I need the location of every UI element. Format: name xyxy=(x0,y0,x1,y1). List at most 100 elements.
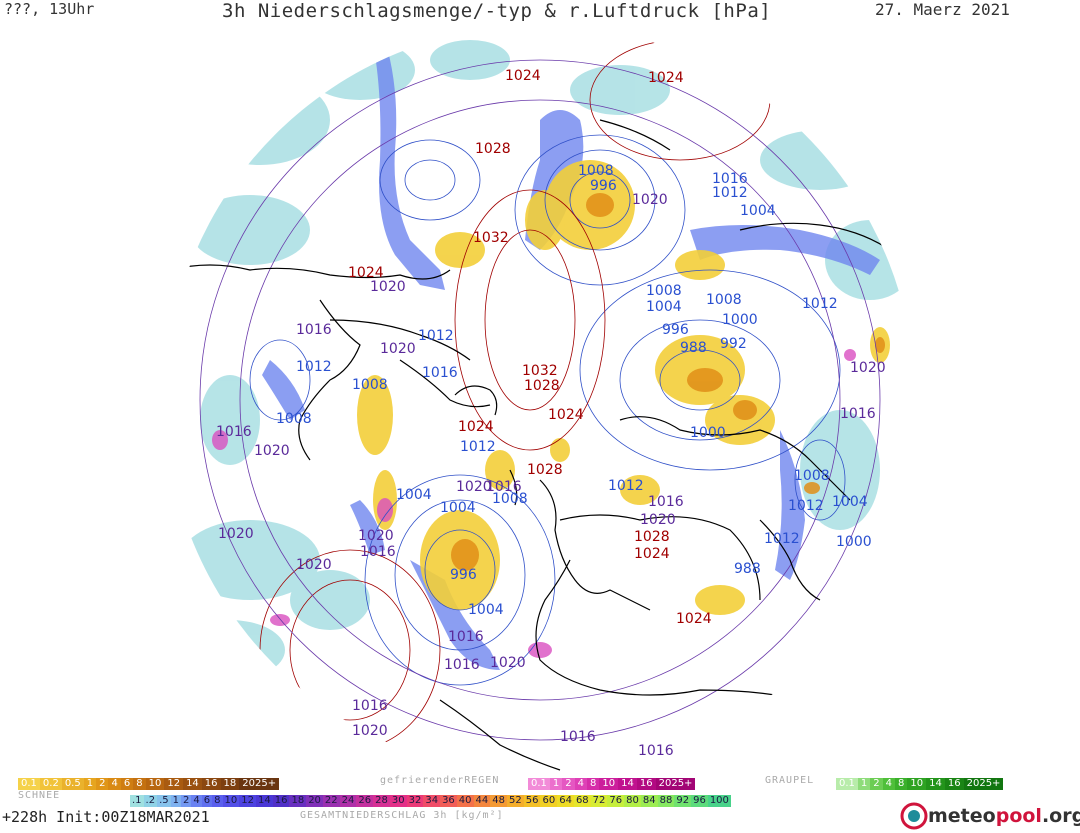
isobar-label: 1016 xyxy=(486,479,522,495)
legend-total-cell: 24 xyxy=(339,795,357,807)
isobar-label: 1016 xyxy=(296,322,332,338)
isobar-label: 1024 xyxy=(634,546,670,562)
legend-total-cell: 1 xyxy=(170,795,182,807)
forecast-info: +228h Init:00Z18MAR2021 xyxy=(2,808,210,826)
legend-graupel-cell: 0.1 xyxy=(836,778,858,790)
legend-total-cell: 56 xyxy=(523,795,541,807)
isobar-label: 1008 xyxy=(492,491,528,507)
isobar-label: 1012 xyxy=(712,185,748,201)
isobar-label: 1004 xyxy=(832,494,868,510)
legend-total-cell: 12 xyxy=(239,795,256,807)
legend-total-cell: 10 xyxy=(222,795,240,807)
isobar-label: 1012 xyxy=(608,478,644,494)
isobar-label: 1020 xyxy=(218,526,254,542)
isobar-label: 1004 xyxy=(646,299,682,315)
legend-snow-cell: 12 xyxy=(164,778,184,790)
isobar-label: 1016 xyxy=(560,729,596,745)
isobar-label: 1020 xyxy=(632,192,668,208)
isobar-label: 988 xyxy=(734,561,761,577)
isobar-label: 1012 xyxy=(802,296,838,312)
isobar-label: 992 xyxy=(720,336,747,352)
legend-snow-scale: 0.1 0.2 0.5 1 2 4 6 8 10 12 14 16 18 2025+ xyxy=(18,778,280,790)
isobar-label: 996 xyxy=(590,178,617,194)
isobar-label: 1000 xyxy=(836,534,872,550)
legend-freezing-rain-label: gefrierenderREGEN xyxy=(380,775,500,786)
legend-total-cell: 34 xyxy=(423,795,441,807)
legend-freezing-rain-cell: 1 xyxy=(549,778,563,790)
legend-total-cell: 4 xyxy=(191,795,202,807)
legend-freezing-rain-scale: 0.1 1 2 4 8 10 14 16 2025+ xyxy=(528,778,696,790)
legend-total-cell: 92 xyxy=(674,795,692,807)
legend-total-scale: .1.2.5 1 2 4 6 8 10 12 14 16 18 20 22 24 26 28 30 32 34 36 4… xyxy=(130,795,731,807)
isobar-label: 1000 xyxy=(722,312,758,328)
legend-total-cell: 72 xyxy=(590,795,608,807)
isobar-label: 1024 xyxy=(348,265,384,281)
legend-snow-cell: 6 xyxy=(120,778,134,790)
coastlines xyxy=(169,119,911,771)
isobar-label: 1020 xyxy=(490,655,526,671)
legend-total-cell: .5 xyxy=(157,795,171,807)
isobar-label: 1016 xyxy=(216,424,252,440)
legend-snow-cell: 8 xyxy=(133,778,146,790)
legend-total-cell: 18 xyxy=(289,795,307,807)
legend-total-cell: 52 xyxy=(507,795,524,807)
legend-freezing-rain-cell: 4 xyxy=(574,778,588,790)
legend-total-cell: 44 xyxy=(473,795,491,807)
legend-total-cell: 48 xyxy=(490,795,507,807)
isobar-label: 1024 xyxy=(648,70,684,86)
legend-total-cell: 64 xyxy=(557,795,574,807)
legend-total-cell: 100 xyxy=(707,795,731,807)
legend-graupel-cell: 16 xyxy=(944,778,964,790)
legend-total-cell: 88 xyxy=(657,795,675,807)
isobar-label: 1028 xyxy=(527,462,563,478)
isobar-lines xyxy=(199,39,881,751)
legend-total-cell: 28 xyxy=(373,795,390,807)
legend-snow-cell: 14 xyxy=(183,778,202,790)
legend-graupel-cell: 2 xyxy=(870,778,883,790)
freezing-rain-areas xyxy=(212,349,856,658)
isobar-label: 1016 xyxy=(638,743,674,759)
isobar-label: 1008 xyxy=(276,411,312,427)
legend-total-cell: 68 xyxy=(573,795,591,807)
legend-snow-cell: 2 xyxy=(96,778,109,790)
isobar-label: 1012 xyxy=(788,498,824,514)
map-title: 3h Niederschlagsmenge/-typ & r.Luftdruck… xyxy=(222,0,772,22)
legend-freezing-rain-cell: 2025+ xyxy=(655,778,696,790)
isobar-label: 1020 xyxy=(370,279,406,295)
isobar-label: 996 xyxy=(450,567,477,583)
isobar-label: 1012 xyxy=(460,439,496,455)
isobar-label: 1008 xyxy=(706,292,742,308)
isobar-label: 1024 xyxy=(548,407,584,423)
legend-total-cell: 76 xyxy=(607,795,625,807)
legend-snow-cell: 10 xyxy=(145,778,165,790)
isobar-label: 1004 xyxy=(740,203,776,219)
legend-graupel-cell: 2025+ xyxy=(963,778,1004,790)
legend-graupel-cell: 1 xyxy=(857,778,871,790)
isobar-label: 1016 xyxy=(422,365,458,381)
isobar-label: 1020 xyxy=(254,443,290,459)
legend-total-cell: 60 xyxy=(540,795,558,807)
legend-freezing-rain-cell: 2 xyxy=(562,778,575,790)
legend-freezing-rain-cell: 14 xyxy=(618,778,637,790)
isobar-label: 1016 xyxy=(448,629,484,645)
isobar-label: 1028 xyxy=(475,141,511,157)
isobar-label: 1004 xyxy=(440,500,476,516)
legend-snow-cell: 0.2 xyxy=(39,778,62,790)
legend-total-cell: 36 xyxy=(440,795,457,807)
isobar-label: 1008 xyxy=(646,283,682,299)
legend-snow-cell: 0.1 xyxy=(18,778,40,790)
isobar-label: 1000 xyxy=(690,425,726,441)
legend-total-cell: 16 xyxy=(272,795,290,807)
isobar-label: 1008 xyxy=(794,468,830,484)
isobar-label: 1020 xyxy=(352,723,388,739)
legend-snow-cell: 0.5 xyxy=(61,778,84,790)
isobar-label: 1016 xyxy=(444,657,480,673)
legend-snow-cell: 2025+ xyxy=(239,778,280,790)
meteopool-logo[interactable]: meteopool.org xyxy=(900,800,1080,832)
isobar-label: 1020 xyxy=(358,528,394,544)
isobar-label: 1016 xyxy=(352,698,388,714)
legend-graupel-scale: 0.1 1 2 4 8 10 14 16 2025+ xyxy=(836,778,1004,790)
isobar-label: 1012 xyxy=(296,359,332,375)
isobar-label: 1016 xyxy=(360,544,396,560)
